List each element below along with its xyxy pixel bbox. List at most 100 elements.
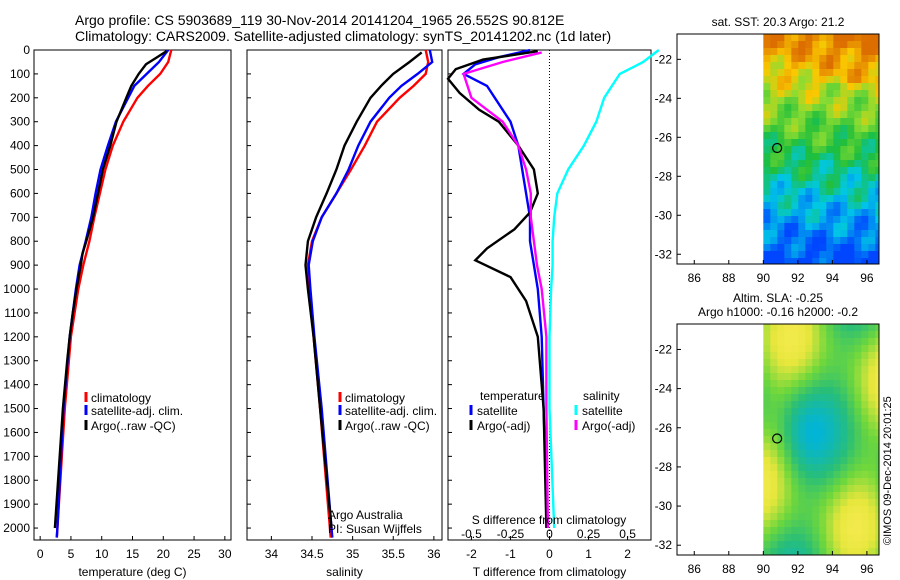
map-cell bbox=[777, 62, 785, 70]
map-cell bbox=[826, 34, 834, 42]
map-cell bbox=[833, 111, 841, 119]
map-cell bbox=[854, 48, 862, 56]
map-cell bbox=[819, 230, 827, 238]
map-cell bbox=[854, 548, 862, 556]
map-cell bbox=[840, 366, 848, 374]
map-cell bbox=[812, 181, 820, 189]
map-cell bbox=[847, 541, 855, 549]
map-cell bbox=[798, 352, 806, 360]
map-cell bbox=[840, 34, 848, 42]
map-cell bbox=[840, 541, 848, 549]
map-cell bbox=[805, 139, 813, 147]
map-cell bbox=[805, 160, 813, 168]
map-cell bbox=[840, 506, 848, 514]
map-cell bbox=[784, 352, 792, 360]
map-cell bbox=[812, 457, 820, 465]
map-cell bbox=[770, 76, 778, 84]
map-cell bbox=[840, 125, 848, 133]
map-cell bbox=[763, 83, 771, 91]
map-cell bbox=[819, 76, 827, 84]
map-cell bbox=[791, 359, 799, 367]
map-cell bbox=[791, 76, 799, 84]
map-cell bbox=[861, 209, 869, 217]
map-cell bbox=[868, 450, 876, 458]
map-cell bbox=[770, 478, 778, 486]
map-cell bbox=[826, 118, 834, 126]
map-cell bbox=[805, 492, 813, 500]
map-cell bbox=[805, 62, 813, 70]
temperature-ytick-label: 1500 bbox=[3, 402, 30, 416]
map-cell bbox=[861, 324, 869, 332]
map-cell bbox=[847, 492, 855, 500]
map-cell bbox=[826, 471, 834, 479]
map-cell bbox=[784, 457, 792, 465]
map-cell bbox=[791, 97, 799, 105]
map-cell bbox=[805, 450, 813, 458]
figure-title-line1: Argo profile: CS 5903689_119 30-Nov-2014… bbox=[75, 12, 565, 28]
map-cell bbox=[812, 366, 820, 374]
map-cell bbox=[812, 209, 820, 217]
map-cell bbox=[833, 55, 841, 63]
map-cell bbox=[770, 422, 778, 430]
map-cell bbox=[812, 324, 820, 332]
map-cell bbox=[784, 230, 792, 238]
map-cell bbox=[861, 146, 869, 154]
map-cell bbox=[812, 422, 820, 430]
map-cell bbox=[791, 118, 799, 126]
map-cell bbox=[875, 195, 880, 203]
map-cell bbox=[833, 450, 841, 458]
map-cell bbox=[784, 380, 792, 388]
map-cell bbox=[826, 209, 834, 217]
map-cell bbox=[868, 422, 876, 430]
map-cell bbox=[854, 436, 862, 444]
map-cell bbox=[791, 48, 799, 56]
map-cell bbox=[847, 181, 855, 189]
map-cell bbox=[812, 55, 820, 63]
map-cell bbox=[833, 237, 841, 245]
map-cell bbox=[868, 401, 876, 409]
map-cell bbox=[868, 90, 876, 98]
map-cell bbox=[875, 520, 880, 528]
map-cell bbox=[826, 506, 834, 514]
map-cell bbox=[763, 436, 771, 444]
map-cell bbox=[868, 408, 876, 416]
map-cell bbox=[826, 387, 834, 395]
sal-legend-label: satellite-adj. clim. bbox=[345, 404, 437, 418]
map-cell bbox=[868, 188, 876, 196]
map-cell bbox=[840, 41, 848, 49]
map-cell bbox=[861, 359, 869, 367]
map-cell bbox=[805, 111, 813, 119]
map-cell bbox=[770, 541, 778, 549]
map-cell bbox=[819, 478, 827, 486]
sdiff-tick-label: 0 bbox=[546, 527, 553, 541]
map-cell bbox=[847, 450, 855, 458]
map-cell bbox=[763, 111, 771, 119]
map-cell bbox=[833, 125, 841, 133]
map-cell bbox=[784, 34, 792, 42]
map-cell bbox=[861, 230, 869, 238]
salinity-xtick-label: 35.5 bbox=[382, 547, 406, 561]
map-cell bbox=[819, 499, 827, 507]
map-cell bbox=[868, 251, 876, 259]
map-cell bbox=[833, 471, 841, 479]
map-cell bbox=[833, 76, 841, 84]
map-cell bbox=[791, 485, 799, 493]
map-cell bbox=[819, 188, 827, 196]
map-cell bbox=[854, 83, 862, 91]
map-cell bbox=[868, 153, 876, 161]
map-cell bbox=[854, 324, 862, 332]
map-cell bbox=[854, 422, 862, 430]
map-cell bbox=[791, 499, 799, 507]
sla_map-xtick-label: 90 bbox=[757, 562, 771, 576]
map-cell bbox=[791, 394, 799, 402]
map-cell bbox=[840, 387, 848, 395]
map-cell bbox=[812, 146, 820, 154]
map-cell bbox=[784, 62, 792, 70]
difference-xlabel: T difference from climatology bbox=[473, 565, 627, 579]
map-cell bbox=[833, 366, 841, 374]
map-cell bbox=[826, 520, 834, 528]
map-cell bbox=[875, 443, 880, 451]
map-cell bbox=[791, 244, 799, 252]
map-cell bbox=[819, 62, 827, 70]
